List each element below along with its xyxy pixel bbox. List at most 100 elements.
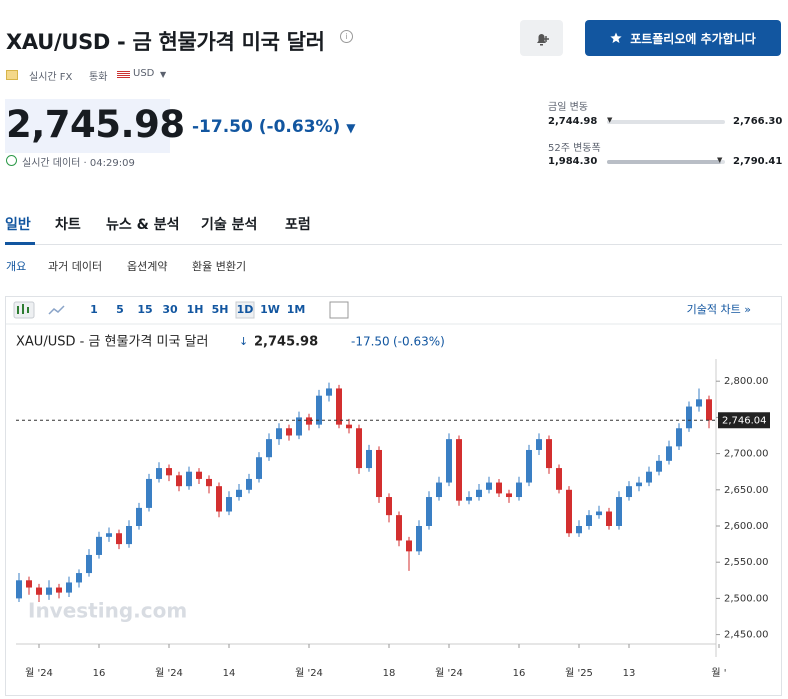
candle-body — [126, 525, 132, 545]
candle-body — [256, 457, 262, 479]
candle-body — [676, 428, 682, 447]
chart-change: -17.50 — [351, 335, 390, 349]
candle-body — [396, 515, 402, 541]
info-icon[interactable]: i — [340, 30, 353, 43]
range-high: 2,766.30 — [733, 116, 783, 127]
candle-body — [476, 489, 482, 498]
chart-change-pct: (-0.63%) — [393, 335, 445, 349]
candle-body — [496, 482, 502, 494]
candle-body — [276, 428, 282, 440]
y-tick-label: 2,800.00 — [724, 376, 769, 387]
x-tick-label: 16 — [93, 668, 106, 679]
candle-body — [586, 515, 592, 526]
candle-body — [606, 511, 612, 526]
subtab[interactable]: 개요 — [6, 260, 27, 273]
alert-button[interactable] — [520, 20, 563, 56]
candle-body — [426, 497, 432, 526]
fx-icon — [6, 70, 18, 80]
price: 2,745.98 — [6, 103, 185, 146]
candle-body — [446, 439, 452, 483]
chart-last: 2,745.98 — [254, 335, 318, 350]
candle-body — [66, 582, 72, 593]
candle-body — [186, 471, 192, 487]
range-bar: ▼ — [607, 156, 725, 164]
candle-body — [156, 468, 162, 479]
tab[interactable]: 포럼 — [285, 217, 311, 233]
candle-body — [706, 399, 712, 421]
tab[interactable]: 일반 — [5, 217, 31, 233]
interval[interactable]: 30 — [162, 303, 178, 316]
tab[interactable]: 뉴스 & 분석 — [106, 217, 180, 233]
x-tick-label: 월 '24 — [435, 667, 463, 679]
interval[interactable]: 1H — [187, 303, 204, 316]
subtab[interactable]: 과거 데이터 — [48, 260, 103, 273]
candle-body — [386, 497, 392, 516]
subtab[interactable]: 옵션계약 — [127, 260, 168, 273]
x-tick-label: 13 — [623, 668, 636, 679]
interval[interactable]: 1 — [90, 303, 98, 316]
area-icon[interactable] — [48, 305, 65, 315]
interval[interactable]: 1D — [237, 303, 254, 316]
dropdown-arrow[interactable]: ▼ — [160, 70, 167, 79]
y-tick-label: 2,500.00 — [724, 593, 769, 604]
candle-body — [376, 449, 382, 498]
candle-body — [356, 428, 362, 469]
candle-body — [516, 482, 522, 498]
tab[interactable]: 차트 — [55, 217, 81, 233]
candle-body — [506, 493, 512, 498]
interval[interactable]: 1M — [287, 303, 306, 316]
range-low: 2,744.98 — [548, 116, 598, 127]
candle-body — [546, 439, 552, 469]
advanced-chart-link[interactable]: 기술적 차트 » — [687, 303, 751, 316]
candle-body — [686, 406, 692, 429]
subtab[interactable]: 환율 변환기 — [192, 260, 247, 273]
chart-title: XAU/USD - 금 현물가격 미국 달러 — [16, 335, 208, 350]
interval[interactable]: 15 — [137, 303, 152, 316]
y-tick-label: 2,450.00 — [724, 630, 769, 641]
candle-body — [86, 554, 92, 574]
candle-body — [306, 417, 312, 425]
candle-body — [486, 482, 492, 490]
last-price-label: 2,746.04 — [722, 415, 767, 426]
candle-body — [456, 439, 462, 501]
currency[interactable]: USD — [133, 68, 155, 79]
candle-body — [146, 478, 152, 508]
candle-body — [296, 417, 302, 436]
candle-body — [206, 478, 212, 487]
candle-body — [106, 533, 112, 537]
candle-body — [646, 471, 652, 483]
page-title: XAU/USD - 금 현물가격 미국 달러 — [6, 30, 325, 54]
range-label: 금일 변동 — [548, 102, 588, 113]
candle-body — [96, 536, 102, 555]
candle-body — [36, 587, 42, 595]
candle-body — [616, 497, 622, 526]
bell-icon — [537, 34, 549, 46]
time-label: 실시간 데이터 · 04:29:09 — [22, 158, 135, 169]
candle-body — [576, 525, 582, 534]
candle-body — [286, 428, 292, 436]
candle-body — [266, 439, 272, 458]
interval[interactable]: 5H — [212, 303, 229, 316]
x-tick-label: 18 — [383, 668, 396, 679]
y-tick-label: 2,600.00 — [724, 521, 769, 532]
y-tick-label: 2,700.00 — [724, 449, 769, 460]
x-tick-label: 14 — [223, 668, 236, 679]
tab[interactable]: 기술 분석 — [201, 217, 258, 233]
range-bar: ▼ — [607, 116, 725, 124]
candle-body — [176, 475, 182, 487]
interval[interactable]: 5 — [116, 303, 124, 316]
change-value: -17.50 — [192, 117, 253, 137]
star-icon — [610, 32, 622, 43]
y-tick-label: 2,550.00 — [724, 557, 769, 568]
watermark: Investing.com — [28, 599, 187, 623]
candle-body — [366, 449, 372, 469]
interval[interactable]: 1W — [260, 303, 280, 316]
candle-body — [236, 489, 242, 498]
source: 실시간 FX — [29, 72, 73, 83]
settings-button[interactable] — [329, 301, 349, 319]
candle-body — [116, 533, 122, 545]
x-tick-label: 월 '24 — [155, 667, 183, 679]
candle-body — [326, 388, 332, 396]
portfolio-button[interactable]: 포트폴리오에 추가합니다 — [585, 20, 781, 56]
range-low: 1,984.30 — [548, 156, 598, 167]
